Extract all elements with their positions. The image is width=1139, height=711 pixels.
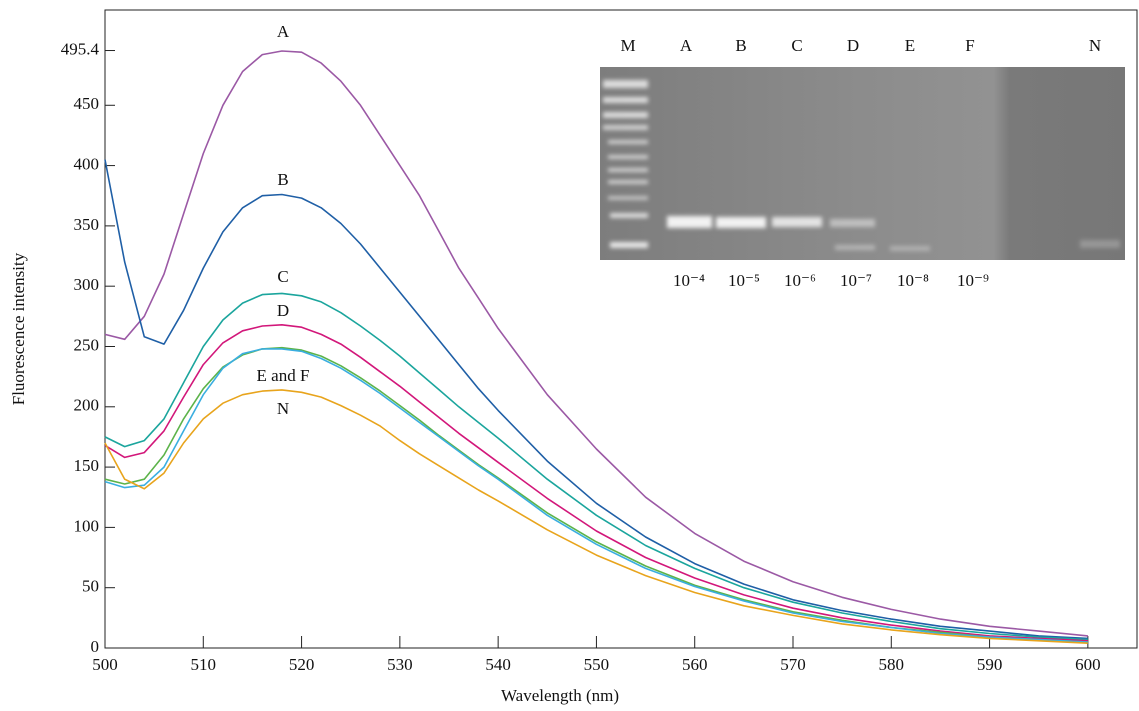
y-tick-label: 250 bbox=[74, 335, 100, 354]
y-tick-label: 200 bbox=[74, 396, 100, 415]
y-tick-label: 495.4 bbox=[61, 39, 100, 58]
x-tick-label: 570 bbox=[780, 655, 806, 674]
x-tick-label: 530 bbox=[387, 655, 413, 674]
series-line bbox=[104, 348, 1088, 643]
curve-label: N bbox=[277, 399, 289, 418]
gel-dilution-label: 10⁻⁵ bbox=[728, 271, 760, 290]
gel-lane-label: N bbox=[1089, 36, 1101, 55]
plot-frame bbox=[104, 9, 1138, 649]
x-axis-label: Wavelength (nm) bbox=[501, 686, 619, 705]
series-line bbox=[104, 50, 1088, 637]
y-tick-label: 0 bbox=[91, 637, 100, 656]
gel-lane-label: B bbox=[735, 36, 746, 55]
x-tick-label: 590 bbox=[977, 655, 1003, 674]
y-tick-label: 150 bbox=[74, 456, 100, 475]
gel-inset bbox=[600, 67, 1125, 260]
x-tick-label: 550 bbox=[584, 655, 610, 674]
gel-lane-label: M bbox=[620, 36, 635, 55]
gel-dilution-label: 10⁻⁷ bbox=[840, 271, 872, 290]
gel-lane-label: F bbox=[965, 36, 974, 55]
gel-lane-label: C bbox=[791, 36, 802, 55]
x-tick-label: 520 bbox=[289, 655, 315, 674]
gel-bands bbox=[603, 80, 1120, 251]
gel-dilution-label: 10⁻⁴ bbox=[673, 271, 705, 290]
gel-image bbox=[600, 67, 1125, 260]
x-tick-label: 510 bbox=[191, 655, 217, 674]
curve-label: B bbox=[277, 170, 288, 189]
gel-dilution-label: 10⁻⁹ bbox=[957, 271, 989, 290]
x-tick-label: 560 bbox=[682, 655, 708, 674]
y-tick-label: 100 bbox=[74, 516, 100, 535]
curve-label: C bbox=[277, 267, 288, 286]
gel-lane-label: A bbox=[680, 36, 693, 55]
x-tick-label: 540 bbox=[485, 655, 511, 674]
y-tick-label: 300 bbox=[74, 275, 100, 294]
y-tick-label: 350 bbox=[74, 215, 100, 234]
y-tick-label: 450 bbox=[74, 94, 100, 113]
curve-label: A bbox=[277, 22, 290, 41]
series-line bbox=[104, 324, 1088, 642]
y-tick-label: 50 bbox=[82, 577, 99, 596]
gel-lane-label: E bbox=[905, 36, 915, 55]
x-tick-label: 580 bbox=[879, 655, 905, 674]
gel-dilution-label: 10⁻⁸ bbox=[897, 271, 929, 290]
curve-label: E and F bbox=[257, 366, 310, 385]
series-line bbox=[104, 292, 1088, 641]
gel-dilution-label: 10⁻⁶ bbox=[784, 271, 816, 290]
y-tick-label: 400 bbox=[74, 154, 100, 173]
gel-lane-label: D bbox=[847, 36, 859, 55]
y-axis-label: Fluorescence intensity bbox=[9, 252, 28, 405]
x-tick-label: 500 bbox=[92, 655, 118, 674]
series-line bbox=[104, 389, 1088, 644]
x-tick-label: 600 bbox=[1075, 655, 1101, 674]
series-line bbox=[104, 159, 1088, 640]
curve-label: D bbox=[277, 301, 289, 320]
series-line bbox=[104, 346, 1088, 643]
